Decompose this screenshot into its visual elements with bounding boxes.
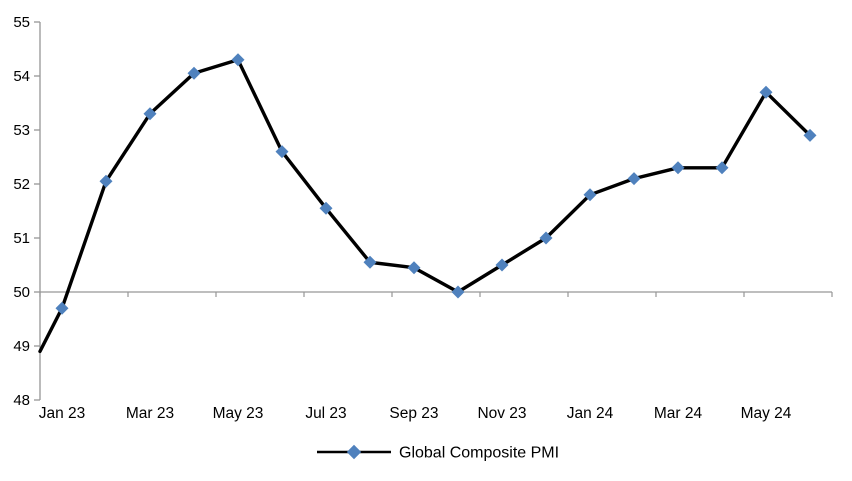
x-axis-tick-label: Mar 24 [654,405,703,422]
data-point-marker [187,66,201,80]
data-point-marker [803,128,817,142]
axes-layer: 48 49 50 51 52 53 54 55 Jan 23 Mar 23 May 23 Jul 23… [13,14,833,422]
y-axis-tick-label: 55 [13,14,30,31]
y-axis-tick-label: 52 [13,176,30,193]
x-axis-tick-label: Mar 23 [126,405,174,422]
x-axis-tick-label: Sep 23 [389,405,438,422]
data-point-marker [451,285,465,299]
data-point-marker [363,255,377,269]
data-point-marker [319,201,333,215]
legend: Global Composite PMI [317,445,559,462]
series-layer [38,53,817,354]
pmi-line [38,58,812,354]
legend-label: Global Composite PMI [399,445,559,462]
y-axis-tick-label: 51 [13,230,30,247]
data-point-marker [583,188,597,202]
data-point-marker [231,53,245,67]
legend-diamond-marker-icon [346,444,362,460]
data-point-marker [495,258,509,272]
data-point-marker [407,261,421,275]
data-point-marker [715,161,729,175]
y-axis-tick-label: 53 [13,122,30,139]
y-axis-tick-label: 48 [13,392,30,409]
x-axis-tick-label: May 23 [213,405,264,422]
x-axis-tick-label: Jul 23 [305,405,346,422]
data-point-marker [99,174,113,188]
data-point-marker [539,231,553,245]
data-point-marker [627,172,641,186]
data-point-marker [55,301,69,315]
x-axis-tick-label: Jan 24 [567,405,614,422]
y-axis-tick-label: 54 [13,68,30,85]
x-axis-tick-label: Jan 23 [39,405,86,422]
data-point-marker [759,85,773,99]
y-axis-tick-label: 49 [13,338,30,355]
data-point-marker [671,161,685,175]
data-point-marker [143,107,157,121]
x-axis-tick-label: Nov 23 [477,405,526,422]
x-axis-tick-label: May 24 [741,405,792,422]
data-point-marker [275,145,289,159]
y-axis-tick-label: 50 [13,284,30,301]
